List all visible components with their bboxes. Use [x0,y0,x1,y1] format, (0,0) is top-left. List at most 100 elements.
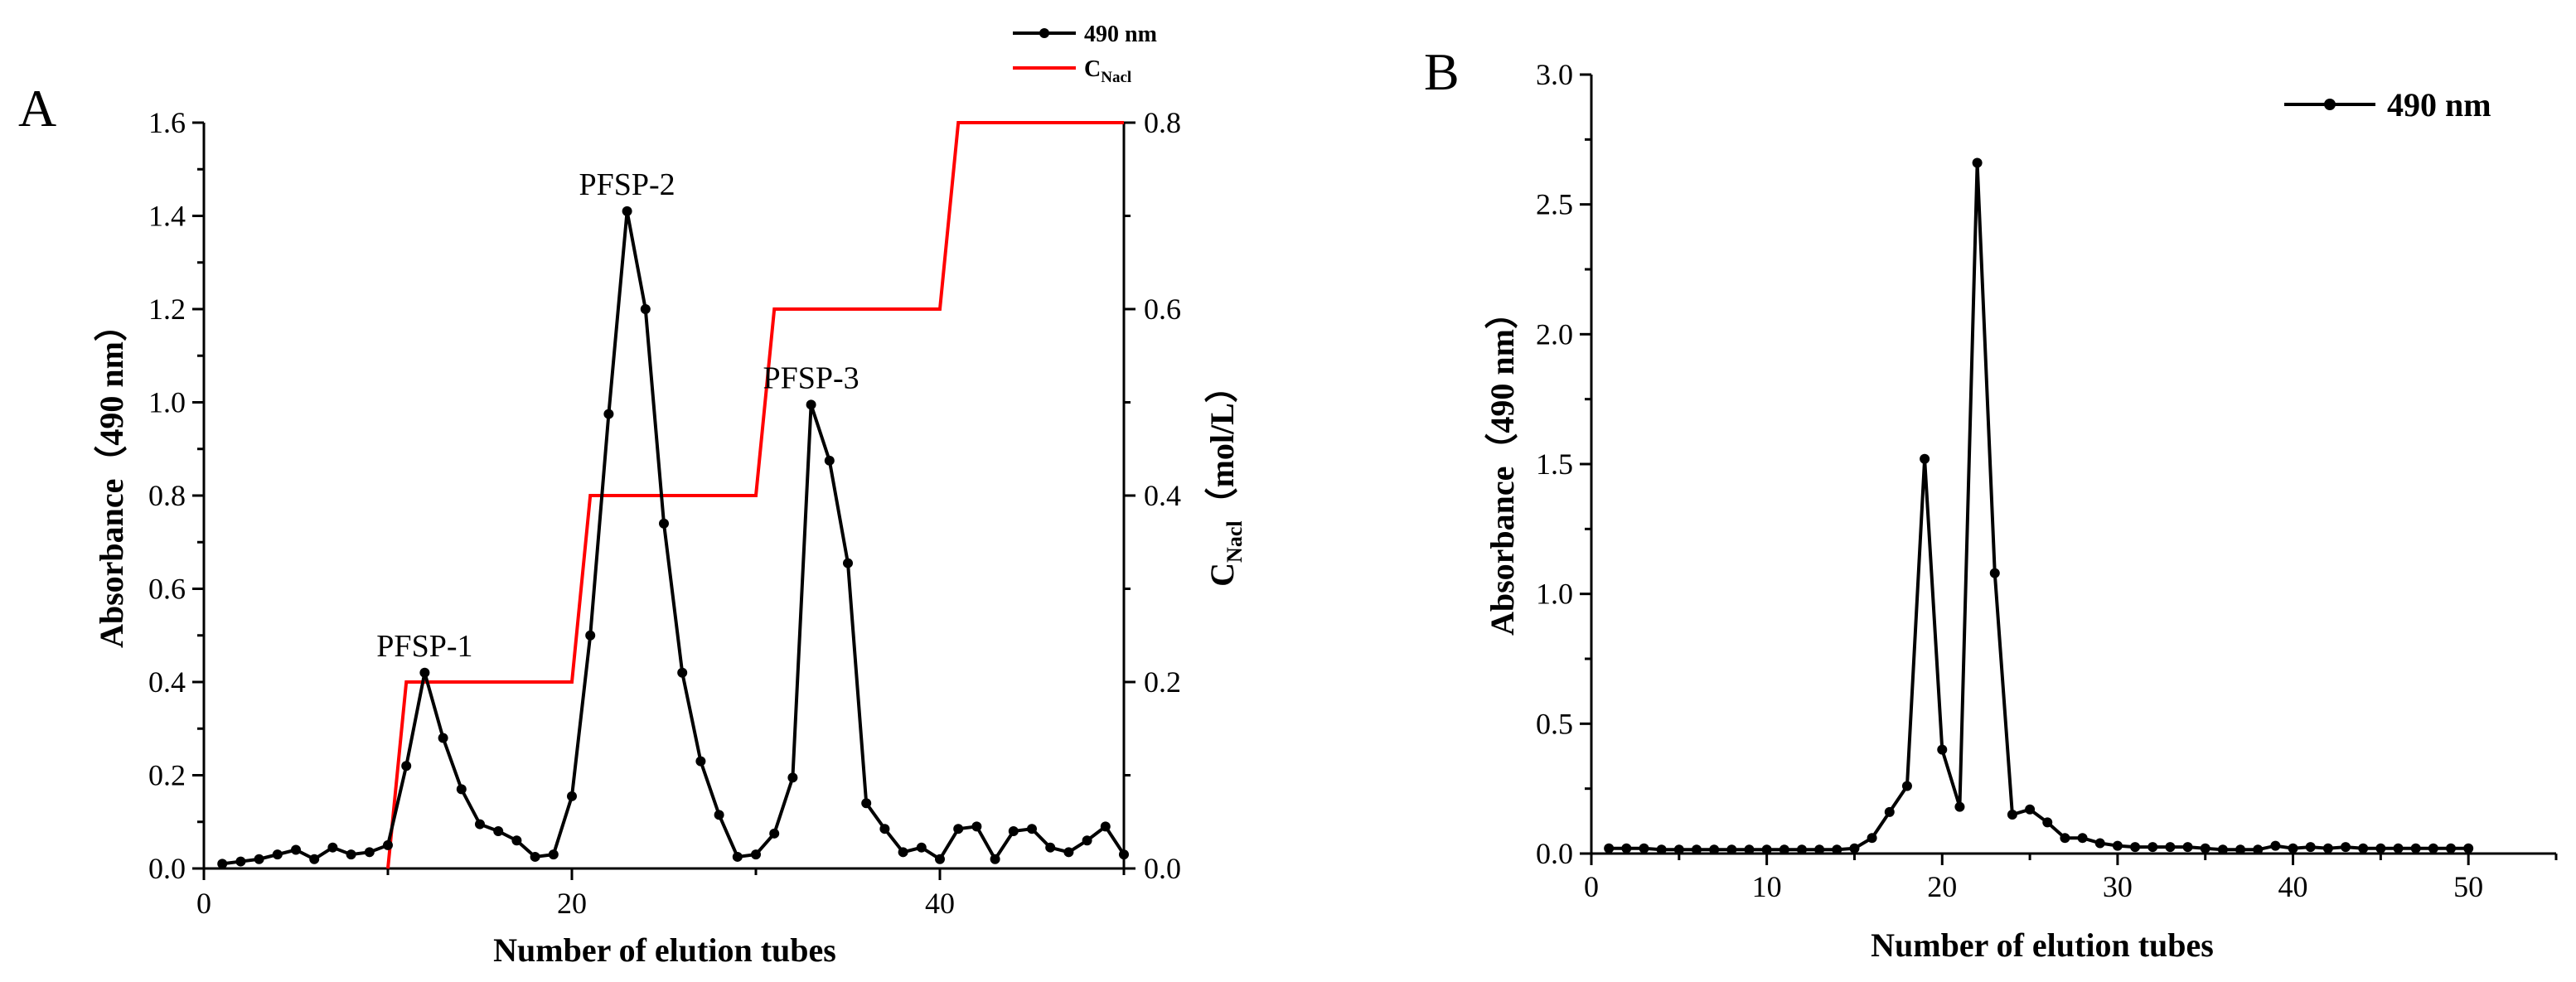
panel-b-490nm-point [1691,844,1702,855]
panel-b-x-tick-label: 20 [1927,870,1957,903]
panel-b-490nm-point [2182,842,2193,853]
panel-b-490nm-point [2042,817,2053,828]
panel-b-490nm-point [2112,840,2123,851]
panel-b-490nm-point [1849,843,1860,854]
panel-b-x-axis-title: Number of elution tubes [1871,926,2214,964]
panel-b-y-tick-label: 0.0 [1536,837,1573,870]
panel-a-y2-tick-label: 0.4 [1144,479,1181,512]
legend-490nm-label: 490 nm [1084,22,1157,47]
panel-a-annotations: PFSP-1 PFSP-2 PFSP-3 [376,167,859,664]
panel-b-490nm-point [2341,842,2351,853]
panel-a-490nm-point [787,772,798,783]
panel-b-490nm-point [1744,844,1755,855]
panel-b-490nm-point [1673,844,1684,855]
panel-b-y-tick-label: 1.0 [1536,578,1573,611]
panel-b-490nm-point [1709,844,1720,855]
y2-title-main: C [1203,563,1241,587]
panel-a: A 0.00.20.40.60.81.01.21.41.6 0.00.20.40… [18,22,1247,969]
legend-nacl-label: CNacl [1084,56,1131,86]
panel-a-y-tick-label: 1.0 [148,386,186,419]
panel-a-y-tick-label: 0.6 [148,573,186,606]
panel-a-490nm-point [806,399,816,410]
panel-b-x-tick-label: 10 [1752,870,1782,903]
panel-a-490nm-point [714,810,724,820]
panel-b-y-tick-label: 3.0 [1536,58,1573,91]
panel-a-490nm-point [1063,847,1074,858]
panel-a-490nm-point [659,518,669,529]
panel-a-490nm-point [640,304,651,314]
panel-a-490nm-point [346,849,356,860]
panel-a-y-tick-label: 1.6 [148,106,186,139]
panel-b-490nm-point [2446,843,2457,854]
panel-a-series-490nm [217,206,1129,869]
panel-b-490nm-point [2358,843,2369,854]
panel-a-x-tick-label: 0 [196,887,211,920]
panel-a-490nm-point [1045,842,1056,853]
panel-b-y-tick-label: 2.0 [1536,317,1573,351]
panel-b-490nm-point [2305,842,2316,853]
panel-b: B 0.0 0.5 1.0 1.5 2.0 2.5 3.0 0 10 20 30 40 50 Numb… [1424,42,2558,964]
panel-b-series-490nm [1604,157,2474,855]
panel-a-490nm-point [769,828,780,839]
panel-a-y-tick-label: 0.8 [148,479,186,512]
panel-b-490nm-point [2130,842,2141,853]
panel-b-y-tick-label: 1.5 [1536,447,1573,481]
panel-b-x-ticks: 0 10 20 30 40 50 [1584,854,2558,903]
panel-a-y2-tick-label: 0.6 [1144,293,1181,326]
panel-b-axes [1590,75,2556,855]
panel-a-x-tick-label: 40 [925,887,955,920]
panel-b-490nm-point [2270,840,2281,851]
panel-a-490nm-point [475,819,485,830]
panel-a-490nm-point [1008,826,1019,836]
panel-b-y-tick-label: 2.5 [1536,188,1573,221]
panel-a-490nm-line [221,210,1126,866]
panel-a-series-nacl [386,121,1124,869]
panel-a-peak-label: PFSP-3 [763,360,859,395]
panel-a-x-tick-label: 20 [557,887,587,920]
panel-a-490nm-point [935,854,945,864]
panel-a-490nm-point [1100,821,1111,832]
panel-b-490nm-point [1726,844,1737,855]
panel-b-490nm-point [1832,844,1842,855]
panel-b-490nm-point [1937,744,1948,755]
panel-b-legend: 490 nm [2284,86,2491,123]
panel-b-490nm-point [1621,843,1632,854]
panel-a-y-tick-label: 1.2 [148,293,186,326]
panel-a-y2-tick-label: 0.8 [1144,106,1181,139]
panel-a-490nm-point [695,756,706,767]
legend-b-490nm-label: 490 nm [2387,86,2491,123]
panel-b-490nm-point [1796,844,1807,855]
panel-a-490nm-point [217,859,228,869]
legend-nacl-sub: Nacl [1101,69,1131,86]
panel-a-490nm-point [824,455,835,466]
panel-a-490nm-point [622,206,632,216]
panel-b-x-tick-label: 50 [2453,870,2483,903]
panel-b-490nm-point [2393,843,2404,854]
panel-a-490nm-point [309,854,320,864]
panel-a-490nm-point [861,798,872,809]
panel-a-490nm-point [493,826,504,836]
panel-a-490nm-point [438,733,448,743]
panel-b-490nm-point [2288,843,2298,854]
panel-b-490nm-point [1761,844,1772,855]
panel-a-490nm-point [567,791,577,801]
panel-a-490nm-point [1027,824,1037,834]
panel-a-nacl-line [386,121,1124,869]
panel-a-x-axis-title: Number of elution tubes [493,931,836,969]
panel-b-490nm-point [2375,843,2386,854]
legend-nacl-main: C [1084,56,1101,82]
panel-a-x-ticks: 0 20 40 [196,868,1126,920]
panel-a-490nm-point [530,851,540,862]
panel-a-legend: 490 nm CNacl [1013,22,1157,86]
panel-a-490nm-point [953,824,964,834]
panel-b-490nm-point [2060,833,2070,844]
panel-b-490nm-point [1884,806,1895,817]
panel-a-490nm-point [585,630,596,641]
panel-b-490nm-point [1954,801,1965,812]
panel-a-y-tick-label: 0.0 [148,852,186,885]
panel-a-y2-tick-label: 0.2 [1144,665,1181,699]
panel-a-490nm-point [401,761,412,772]
panel-b-x-tick-label: 0 [1584,870,1599,903]
panel-a-y2-tick-label: 0.0 [1144,852,1181,885]
